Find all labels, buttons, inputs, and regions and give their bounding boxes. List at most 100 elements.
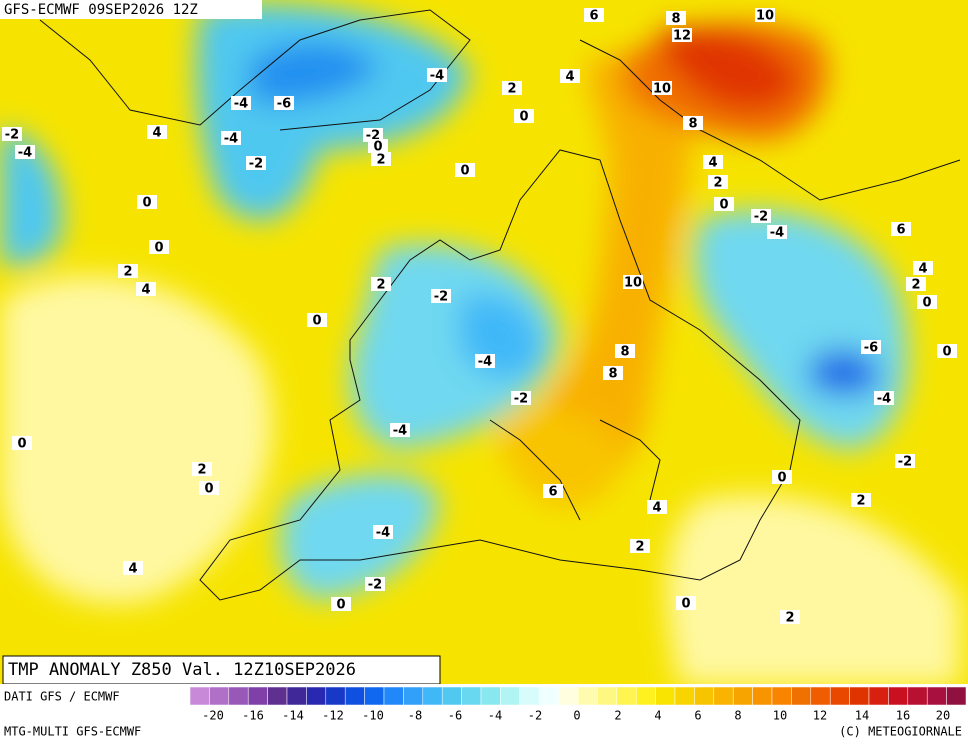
contour-label-bg xyxy=(676,596,696,610)
colorbar-swatch xyxy=(868,686,889,706)
contour-label: 4 xyxy=(128,562,137,577)
colorbar-swatch xyxy=(849,686,870,706)
contour-label: 0 xyxy=(17,437,26,452)
source-left: DATI GFS / ECMWF xyxy=(4,690,120,704)
colorbar-tick-label: 14 xyxy=(855,709,869,723)
copyright: (C) METEOGIORNALE xyxy=(839,725,962,739)
colorbar-tick-label: -8 xyxy=(408,709,422,723)
contour-label: 0 xyxy=(204,482,213,497)
contour-label: -2 xyxy=(754,210,768,225)
colorbar-swatch xyxy=(209,686,230,706)
colorbar-tick-label: 16 xyxy=(896,709,910,723)
contour-label: 2 xyxy=(911,278,920,293)
contour-label: 2 xyxy=(376,153,385,168)
contour-label-bg xyxy=(137,195,157,209)
contour-label: 0 xyxy=(777,471,786,486)
contour-label: 0 xyxy=(681,597,690,612)
contour-label: 4 xyxy=(152,126,161,141)
colorbar-swatch xyxy=(480,686,501,706)
colorbar-swatch xyxy=(422,686,443,706)
colorbar-swatch xyxy=(888,686,909,706)
colorbar-swatch xyxy=(344,686,365,706)
colorbar-swatch xyxy=(791,686,812,706)
contour-label-bg xyxy=(390,423,410,437)
colorbar-tick-label: -14 xyxy=(282,709,304,723)
contour-label-bg xyxy=(118,264,138,278)
contour-label-bg xyxy=(652,81,672,95)
coastlines xyxy=(39,9,961,601)
contour-label: 0 xyxy=(154,241,163,256)
colorbar-swatch xyxy=(577,686,598,706)
contour-label-bg xyxy=(714,197,734,211)
contour-label-bg xyxy=(511,391,531,405)
contour-label: 2 xyxy=(713,176,722,191)
contour-label-bg xyxy=(751,209,771,223)
colorbar-swatch xyxy=(519,686,540,706)
contour-label-bg xyxy=(455,163,475,177)
coastline xyxy=(489,419,581,521)
contour-label-bg xyxy=(780,610,800,624)
contour-label-bg xyxy=(630,539,650,553)
label-box xyxy=(2,655,441,685)
colorbar-tick-label: -16 xyxy=(242,709,264,723)
contour-label-bg xyxy=(373,525,393,539)
colorbar-swatch xyxy=(810,686,831,706)
contour-label-bg xyxy=(2,127,22,141)
contour-label-bg xyxy=(371,152,391,166)
anomaly-region xyxy=(350,243,560,450)
contour-label: 4 xyxy=(918,262,927,277)
contour-label: 10 xyxy=(624,276,642,291)
contour-label-bg xyxy=(895,454,915,468)
colorbar-tick-label: 10 xyxy=(773,709,787,723)
contour-label-bg xyxy=(192,462,212,476)
contour-label: 2 xyxy=(123,265,132,280)
contour-label: 2 xyxy=(785,611,794,626)
contour-label-bg xyxy=(221,131,241,145)
contour-label: 2 xyxy=(635,540,644,555)
colorbar: -20 -16 -14 -12 -10 -8 -6 -4 -2 0 2 4 6 8 10 12 14 16 20 xyxy=(189,686,967,723)
contour-label: -2 xyxy=(898,455,912,470)
colorbar-swatch xyxy=(189,686,210,706)
contour-label-bg xyxy=(199,481,219,495)
contour-label: -2 xyxy=(434,290,448,305)
contour-label: 0 xyxy=(373,140,382,155)
border xyxy=(579,39,961,201)
contour-label-bg xyxy=(603,366,623,380)
colorbar-swatch xyxy=(558,686,579,706)
contour-label: -6 xyxy=(864,341,878,356)
contour-label-bg xyxy=(15,145,35,159)
contour-label: -4 xyxy=(376,526,390,541)
contour-label: 8 xyxy=(671,12,680,27)
colorbar-swatch xyxy=(383,686,404,706)
colorbar-swatch xyxy=(441,686,462,706)
colorbar-swatch xyxy=(500,686,521,706)
contour-label-bg xyxy=(543,484,563,498)
contour-label: -4 xyxy=(430,69,444,84)
contour-label-bg xyxy=(431,289,451,303)
colorbar-tick-label: 20 xyxy=(936,709,950,723)
colorbar-tick-label: -6 xyxy=(448,709,462,723)
contour-label-bg xyxy=(584,8,604,22)
anomaly-region xyxy=(0,130,62,266)
contour-label: -4 xyxy=(478,355,492,370)
colorbar-swatch xyxy=(403,686,424,706)
contour-label: 6 xyxy=(548,485,557,500)
contour-label-bg xyxy=(767,225,787,239)
colorbar-tick-label: -10 xyxy=(362,709,384,723)
contour-label: -2 xyxy=(5,128,19,143)
colorbar-swatch xyxy=(597,686,618,706)
contour-label-bg xyxy=(647,500,667,514)
colorbar-tick-label: 4 xyxy=(654,709,661,723)
contour-label: 0 xyxy=(922,296,931,311)
anomaly-region xyxy=(530,54,692,492)
contour-label: 0 xyxy=(460,164,469,179)
colorbar-swatch xyxy=(364,686,385,706)
colorbar-swatch xyxy=(616,686,637,706)
contour-label: -6 xyxy=(277,97,291,112)
contour-label-bg xyxy=(246,156,266,170)
contour-label-bg xyxy=(672,28,692,42)
map-label: TMP ANOMALY Z850 Val. 12Z10SEP2026 xyxy=(8,660,356,680)
header-title: GFS-ECMWF 09SEP2026 12Z xyxy=(4,2,198,18)
